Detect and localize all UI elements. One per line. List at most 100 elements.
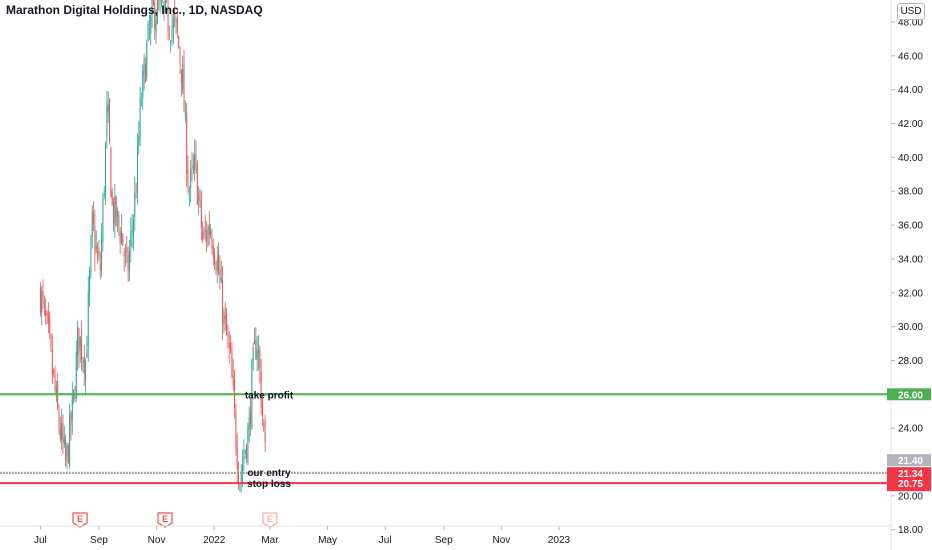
candle-down bbox=[127, 254, 129, 274]
candle-down bbox=[81, 330, 83, 360]
candle-up bbox=[71, 396, 73, 420]
candle-down bbox=[195, 154, 197, 160]
y-tick-label: 40.00 bbox=[898, 153, 923, 164]
candle-up bbox=[243, 455, 245, 461]
candle-down bbox=[58, 410, 60, 428]
candle-down bbox=[54, 372, 56, 391]
level-badge bbox=[887, 467, 931, 480]
candle-down bbox=[43, 301, 45, 304]
candle-down bbox=[227, 334, 229, 337]
chart-title: Marathon Digital Holdings, Inc., 1D, NAS… bbox=[6, 3, 263, 17]
candle-up bbox=[95, 245, 97, 250]
level-badge bbox=[887, 388, 931, 401]
candle-up bbox=[244, 450, 246, 454]
candle-down bbox=[215, 268, 217, 272]
candle-down bbox=[119, 231, 121, 244]
x-tick-label: Mar bbox=[261, 535, 279, 546]
candle-up bbox=[87, 293, 89, 346]
candle-down bbox=[228, 343, 230, 347]
y-tick-label: 20.00 bbox=[898, 491, 923, 502]
current-price-value: 21.40 bbox=[898, 456, 923, 467]
candle-down bbox=[94, 226, 96, 255]
candle-down bbox=[176, 18, 178, 32]
candle-down bbox=[230, 344, 232, 351]
candle-up bbox=[190, 168, 192, 189]
candle-down bbox=[187, 169, 189, 190]
candle-down bbox=[183, 63, 185, 112]
candle-down bbox=[206, 230, 208, 242]
y-tick-label: 32.00 bbox=[898, 288, 923, 299]
price-axis[interactable]: 18.0020.0022.0024.0026.0028.0030.0032.00… bbox=[891, 18, 923, 537]
candle-down bbox=[74, 396, 76, 399]
candle-down bbox=[238, 472, 240, 483]
candle-up bbox=[55, 387, 57, 397]
x-tick-label: Sep bbox=[435, 535, 453, 546]
candle-up bbox=[124, 251, 126, 253]
candle-up bbox=[151, 0, 153, 15]
candle-down bbox=[47, 312, 49, 324]
candle-up bbox=[192, 165, 194, 169]
candle-down bbox=[109, 98, 111, 143]
time-axis[interactable]: Jul Sep Nov 2022 Mar May Jul Sep Nov 2023 bbox=[34, 526, 571, 546]
candle-up bbox=[128, 251, 130, 271]
candle-down bbox=[118, 215, 120, 226]
candle-up bbox=[91, 211, 93, 238]
candle-down bbox=[186, 115, 188, 175]
candle-down bbox=[235, 411, 237, 449]
candle-up bbox=[77, 327, 79, 356]
candle-up bbox=[182, 68, 184, 89]
y-tick-label: 46.00 bbox=[898, 51, 923, 62]
candle-up bbox=[188, 190, 190, 192]
candle-up bbox=[102, 198, 104, 243]
y-tick-label: 30.00 bbox=[898, 322, 923, 333]
candle-up bbox=[79, 336, 81, 348]
candle-up bbox=[150, 15, 152, 34]
candle-up bbox=[89, 270, 91, 295]
candle-up bbox=[140, 102, 142, 104]
candle-up bbox=[156, 0, 158, 24]
candle-up bbox=[75, 352, 77, 399]
level-badge-value: 26.00 bbox=[898, 390, 923, 401]
earnings-marker-label: E bbox=[162, 514, 168, 524]
candle-up bbox=[86, 350, 88, 358]
candle-down bbox=[42, 290, 44, 299]
candle-up bbox=[147, 23, 149, 40]
candle-down bbox=[214, 253, 216, 265]
earnings-marker[interactable] bbox=[157, 512, 173, 528]
candle-up bbox=[163, 2, 165, 5]
candle-up bbox=[117, 210, 119, 217]
candle-down bbox=[255, 339, 257, 359]
candle-up bbox=[146, 42, 148, 78]
level-badge-value: 21.34 bbox=[898, 469, 923, 480]
candle-down bbox=[65, 440, 67, 461]
candle-down bbox=[204, 230, 206, 232]
y-tick-label: 48.00 bbox=[898, 18, 923, 29]
currency-button[interactable]: USD bbox=[897, 3, 925, 20]
candle-up bbox=[247, 427, 249, 463]
candle-up bbox=[63, 438, 65, 444]
earnings-marker[interactable] bbox=[262, 512, 278, 528]
level-label: our entry bbox=[247, 468, 291, 479]
level-badge-value: 20.75 bbox=[898, 479, 923, 490]
candle-up bbox=[251, 361, 253, 430]
candle-down bbox=[51, 349, 53, 375]
candle-up bbox=[159, 0, 161, 5]
candle-down bbox=[99, 262, 101, 271]
candle-down bbox=[232, 375, 234, 386]
candle-up bbox=[134, 192, 136, 217]
candle-up bbox=[257, 351, 259, 354]
current-price-badge bbox=[887, 454, 931, 467]
candle-down bbox=[264, 431, 266, 443]
candle-up bbox=[82, 360, 84, 364]
candle-up bbox=[220, 277, 222, 283]
level-badge bbox=[887, 477, 931, 490]
earnings-marker[interactable] bbox=[72, 512, 88, 528]
candle-down bbox=[110, 147, 112, 198]
y-tick-label: 38.00 bbox=[898, 187, 923, 198]
candle-up bbox=[175, 17, 177, 22]
candle-down bbox=[222, 280, 224, 325]
candle-up bbox=[130, 231, 132, 247]
